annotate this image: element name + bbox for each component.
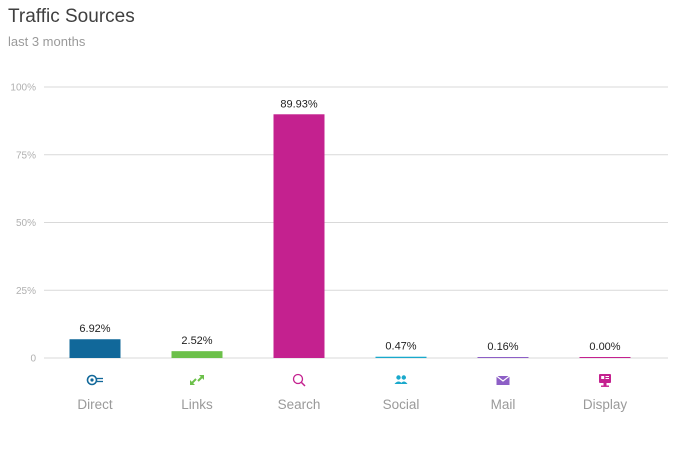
category-label-mail: Mail — [491, 397, 516, 412]
bar-value-label: 0.00% — [589, 341, 620, 353]
bar-value-label: 6.92% — [79, 323, 110, 335]
category-label-social: Social — [383, 397, 420, 412]
y-tick-label: 25% — [16, 286, 36, 297]
bar-social[interactable] — [375, 356, 427, 358]
category-label-links: Links — [181, 397, 213, 412]
y-tick-label: 75% — [16, 150, 36, 161]
bar-search[interactable] — [273, 114, 325, 358]
bar-display[interactable] — [579, 357, 631, 358]
links-icon — [190, 375, 204, 385]
direct-icon — [86, 374, 103, 386]
bar-value-label: 0.16% — [487, 341, 518, 353]
bar-value-label: 89.93% — [280, 98, 318, 110]
category-label-display: Display — [583, 397, 628, 412]
chart-subtitle: last 3 months — [8, 34, 86, 49]
chart-title: Traffic Sources — [8, 6, 135, 27]
mail-icon — [496, 375, 510, 385]
y-tick-label: 50% — [16, 218, 36, 229]
bar-value-label: 0.47% — [385, 341, 416, 353]
bar-value-label: 2.52% — [181, 335, 212, 347]
category-label-direct: Direct — [77, 397, 113, 412]
bar-direct[interactable] — [69, 339, 121, 358]
display-icon — [599, 374, 611, 387]
y-tick-label: 100% — [10, 83, 36, 94]
y-tick-label: 0 — [30, 354, 36, 365]
bar-mail[interactable] — [477, 357, 529, 358]
social-icon — [394, 375, 408, 384]
bar-links[interactable] — [171, 351, 223, 358]
search-icon — [292, 373, 306, 387]
category-label-search: Search — [278, 397, 321, 412]
